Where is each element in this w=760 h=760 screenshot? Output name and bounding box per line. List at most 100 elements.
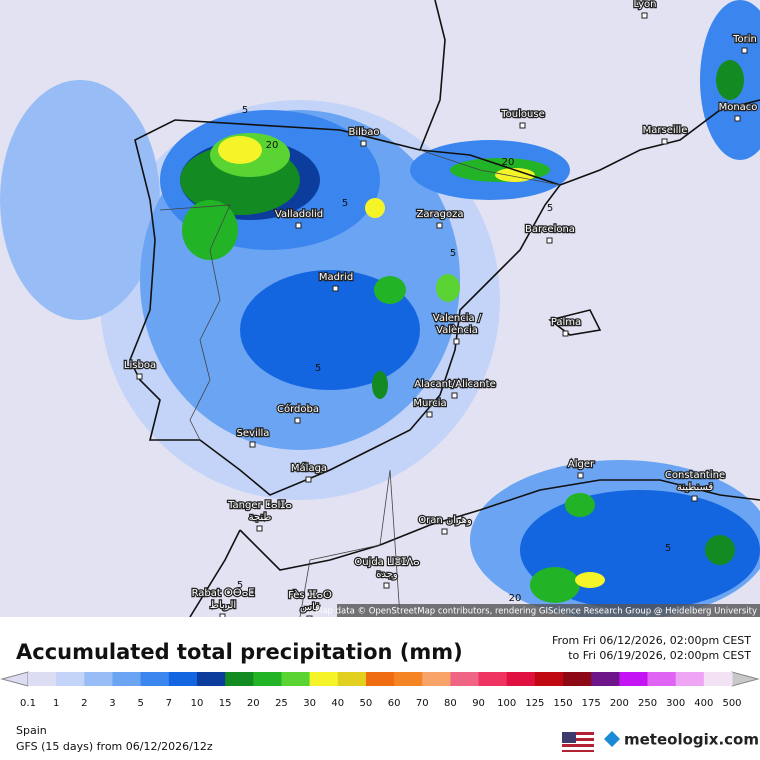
scale-swatch: [365, 672, 395, 686]
contour-label: 5: [315, 363, 321, 374]
precipitation-field: [0, 0, 760, 617]
logo-icon: [604, 731, 620, 747]
city-label: الرباط: [210, 600, 236, 611]
city-label: Zaragoza: [416, 209, 463, 220]
city-label: وجدة: [376, 569, 398, 580]
city-marker: [441, 528, 448, 535]
scale-label: 10: [191, 698, 204, 709]
contour-label: 5: [237, 580, 243, 591]
scale-swatch: [563, 672, 592, 686]
scale-swatch: [591, 672, 620, 686]
scale-arrow-left: [0, 671, 29, 687]
title: Accumulated total precipitation (mm): [16, 640, 463, 664]
scale-label: 3: [109, 698, 115, 709]
flag-icon: [562, 732, 594, 752]
city-marker: [562, 330, 569, 337]
scale-swatch: [534, 672, 564, 686]
city-label: Torin: [732, 34, 757, 45]
scale-swatch: [253, 672, 282, 686]
scale-label: 125: [525, 698, 544, 709]
scale-label: 30: [303, 698, 316, 709]
legend-panel: Accumulated total precipitation (mm) Fro…: [0, 634, 760, 753]
scale-swatch: [225, 672, 254, 686]
city-label: Alacant/Alicante: [414, 379, 495, 390]
scale-swatch: [84, 672, 113, 686]
scale-swatch: [450, 672, 480, 686]
scale-label: 60: [388, 698, 401, 709]
city-marker: [661, 138, 668, 145]
city-marker: [641, 12, 648, 19]
city-label: Rabat ⵔⴱⴰⵟ: [192, 588, 255, 599]
city-marker: [453, 338, 460, 345]
scale-label: 100: [497, 698, 516, 709]
contour-label: 5: [547, 203, 553, 214]
region: Spain: [16, 724, 47, 737]
city-marker: [249, 441, 256, 448]
city-label: Toulouse: [500, 109, 544, 120]
contour-label: 20: [502, 157, 515, 168]
scale-label: 20: [247, 698, 260, 709]
scale-swatch: [140, 672, 170, 686]
scale-label: 5: [137, 698, 143, 709]
city-label: Madrid: [319, 272, 353, 283]
city-label: Valencia /: [433, 313, 482, 324]
contour-label: 5: [665, 543, 671, 554]
scale-label: 2: [81, 698, 87, 709]
city-label: Oran وهران: [418, 515, 472, 526]
contour-labels: 5 20 5 20 5 5 5 5 5 20: [237, 105, 671, 604]
scale-label: 200: [610, 698, 629, 709]
city-marker: [306, 615, 313, 617]
period-to: to Fri 06/19/2026, 02:00pm CEST: [568, 649, 751, 662]
contour-label: 5: [450, 248, 456, 259]
city-label: València: [436, 324, 478, 336]
scale-label: 80: [444, 698, 457, 709]
scale-label: 40: [331, 698, 344, 709]
city-label: Oujda ⵡⴻⵊⴷⴰ: [354, 557, 419, 568]
scale-label: 150: [553, 698, 572, 709]
scale-swatch: [28, 672, 57, 686]
city-marker: [741, 47, 748, 54]
city-label: Lisboa: [124, 360, 156, 371]
contour-label: 20: [266, 140, 279, 151]
scale-label: 25: [275, 698, 288, 709]
city-marker: [294, 417, 301, 424]
brand: meteologix.com: [624, 731, 759, 749]
scale-label: 7: [166, 698, 172, 709]
model-run: GFS (15 days) from 06/12/2026/12z: [16, 740, 213, 753]
city-label: Constantine: [665, 470, 725, 481]
city-marker: [519, 122, 526, 129]
scale-label: 1: [53, 698, 59, 709]
scale-swatch: [168, 672, 198, 686]
scale-swatch: [422, 672, 451, 686]
period-from: From Fri 06/12/2026, 02:00pm CEST: [552, 634, 751, 647]
city-labels: Lyon Torin Monaco Toulouse Marseille Bilbao Va…: [123, 0, 759, 617]
scale-swatch: [112, 672, 142, 686]
scale-label: 175: [582, 698, 601, 709]
city-marker: [436, 222, 443, 229]
scale-label: 50: [360, 698, 373, 709]
city-marker: [360, 140, 367, 147]
scale-arrow-right: [731, 671, 760, 687]
scale-label: 0.1: [20, 698, 36, 709]
attribution: Map data © OpenStreetMap contributors, r…: [315, 607, 757, 617]
scale-label: 300: [666, 698, 685, 709]
city-marker: [305, 476, 312, 483]
city-marker: [295, 222, 302, 229]
scale-swatch: [309, 672, 339, 686]
city-label: Sevilla: [237, 428, 270, 439]
scale-label: 70: [416, 698, 429, 709]
city-marker: [426, 411, 433, 418]
scale-label: 500: [722, 698, 741, 709]
scale-swatch: [619, 672, 649, 686]
city-marker: [332, 285, 339, 292]
color-scale: 0.1 1 2 3 5 7 10 15 20 25 30 40 50 60 70 80 90 100 125 150 1…: [0, 671, 760, 709]
city-marker: [256, 525, 263, 532]
city-label: طنجة: [249, 512, 272, 523]
contour-label: 5: [342, 198, 348, 209]
attribution-bg: [337, 604, 760, 617]
city-marker: [546, 237, 553, 244]
city-marker: [691, 495, 698, 502]
city-label: Lyon: [633, 0, 656, 10]
city-label: Monaco: [719, 102, 758, 113]
